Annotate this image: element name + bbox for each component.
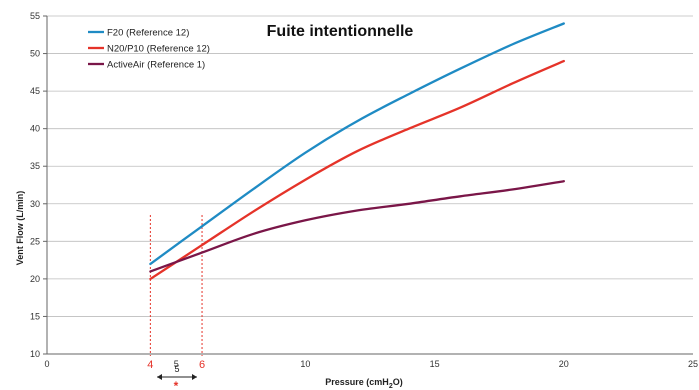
x-tick-label: 15	[430, 359, 440, 369]
x-axis-title-main: Pressure (cmH	[325, 377, 389, 387]
marker-label: 4	[147, 359, 153, 371]
gap-arrow-right-head	[192, 374, 197, 380]
x-axis-title: Pressure (cmH2O)	[325, 377, 402, 390]
y-tick-label: 40	[30, 124, 40, 134]
y-tick-label: 45	[30, 86, 40, 96]
x-tick-label: 20	[559, 359, 569, 369]
y-tick-label: 10	[30, 349, 40, 359]
x-tick-labels: 0 5 10 15 20 25	[44, 359, 698, 369]
chart-title: Fuite intentionnelle	[267, 23, 414, 40]
marker-label: 6	[199, 359, 205, 371]
pressure-gap-annotation: 5 *	[157, 364, 197, 390]
y-tick-label: 55	[30, 11, 40, 21]
x-tick-label: 25	[688, 359, 698, 369]
x-axis-title-subscript: 2	[389, 383, 393, 390]
x-tick-label: 10	[300, 359, 310, 369]
y-tick-label: 35	[30, 161, 40, 171]
legend-label: N20/P10 (Reference 12)	[107, 44, 210, 55]
y-tick-label: 20	[30, 274, 40, 284]
series-line	[149, 59, 565, 281]
y-tick-label: 30	[30, 199, 40, 209]
asterisk-icon: *	[174, 379, 179, 390]
x-tick-label: 5	[174, 359, 179, 369]
series-line	[149, 180, 565, 273]
y-tick-label: 25	[30, 236, 40, 246]
x-tick-label: 0	[44, 359, 49, 369]
gap-arrow-left-head	[157, 374, 162, 380]
series-line	[149, 22, 565, 266]
grid-lines	[47, 15, 693, 317]
legend-label: ActiveAir (Reference 1)	[107, 60, 205, 71]
legend: F20 (Reference 12) N20/P10 (Reference 12)…	[88, 28, 210, 71]
y-axis-title: Vent Flow (L/min)	[15, 191, 25, 266]
y-tick-label: 50	[30, 49, 40, 59]
gap-label: 5	[174, 364, 179, 374]
y-tick-label: 15	[30, 311, 40, 321]
series-lines	[149, 22, 565, 281]
x-axis-title-end: O)	[393, 377, 403, 387]
axes	[43, 15, 693, 355]
y-tick-labels: 10 15 20 25 30 35 40 45 50 55	[30, 11, 40, 359]
legend-label: F20 (Reference 12)	[107, 28, 189, 39]
